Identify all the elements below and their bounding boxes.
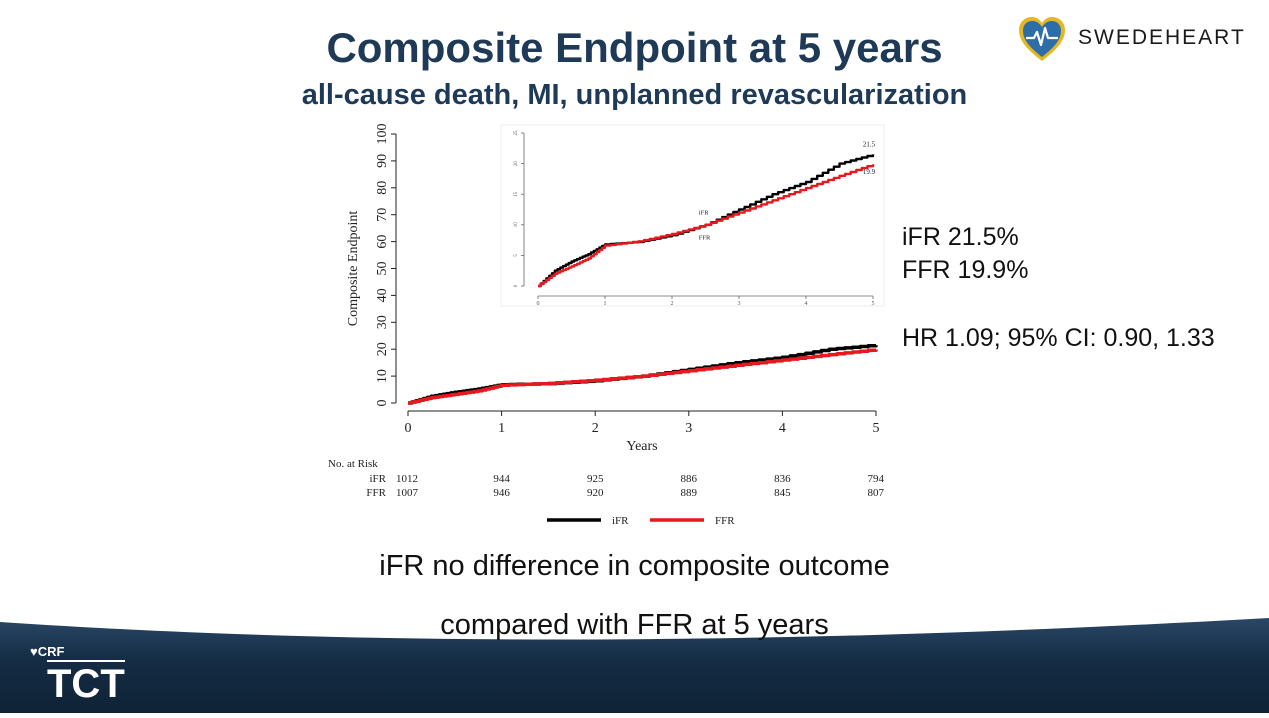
footer-background (0, 618, 1269, 713)
crf-logo: ♥CRF (30, 644, 64, 659)
inset-end-label-ifr: 21.5 (863, 140, 876, 148)
crf-heart-icon: ♥ (30, 644, 38, 659)
inset-chart: 0 5 10 15 20 25 0 1 2 3 4 5 21.5 19.9 iFR FFR (500, 124, 885, 307)
risk-row-label: iFR (369, 473, 386, 485)
risk-cell: 1012 (396, 473, 418, 485)
risk-cell: 845 (774, 487, 791, 499)
x-tick-label: 1 (498, 421, 505, 436)
footer-band (0, 590, 1269, 713)
legend-label-ifr: iFR (612, 515, 629, 527)
inset-x-tick-label: 4 (805, 301, 808, 307)
hazard-ratio-text: HR 1.09; 95% CI: 0.90, 1.33 (902, 324, 1215, 352)
risk-cell: 944 (493, 473, 510, 485)
x-tick-label: 0 (405, 421, 412, 436)
x-axis-title: Years (626, 439, 657, 454)
inset-x-tick-label: 0 (537, 301, 540, 307)
km-chart-area: 0 10 20 30 40 50 60 70 80 90 100 0 1 2 3 4 5 Years Composi… (320, 118, 900, 538)
swedeheart-logo: SWEDEHEART (1016, 12, 1266, 68)
slide-title: Composite Endpoint at 5 years (326, 24, 943, 71)
conclusion-line-2: compared with FFR at 5 years (440, 609, 829, 641)
inset-y-tick-label: 25 (514, 130, 519, 136)
y-tick-label: 100 (375, 124, 390, 145)
series-line-ffr (408, 348, 878, 405)
slide-subtitle: all-cause death, MI, unplanned revascula… (301, 79, 968, 111)
inset-background (500, 124, 885, 307)
y-axis-title: Composite Endpoint (346, 211, 361, 327)
risk-cell: 889 (681, 487, 698, 499)
y-tick-label: 20 (375, 342, 390, 356)
inset-end-label-ffr: 19.9 (863, 168, 876, 176)
x-tick-label: 3 (685, 421, 692, 436)
risk-table-title: No. at Risk (328, 458, 378, 470)
risk-cell: 794 (868, 473, 885, 485)
inset-series-line-ffr (538, 164, 875, 288)
x-tick-label: 4 (779, 421, 786, 436)
inset-series-label-ifr: iFR (699, 209, 709, 216)
inset-x-tick-label: 5 (872, 301, 875, 307)
y-tick-label: 50 (375, 262, 390, 276)
heart-pulse-icon (1019, 17, 1065, 61)
y-tick-label: 80 (375, 181, 390, 195)
x-tick-label: 5 (873, 421, 880, 436)
inset-y-tick-label: 5 (514, 254, 519, 257)
y-tick-label: 40 (375, 288, 390, 302)
inset-y-tick-label: 0 (514, 284, 519, 287)
y-tick-label: 60 (375, 235, 390, 249)
conclusion-line-1: iFR no difference in composite outcome (379, 550, 890, 582)
risk-cell: 807 (868, 487, 885, 499)
inset-y-tick-label: 15 (514, 191, 519, 197)
ffr-rate-text: FFR 19.9% (902, 256, 1029, 284)
ifr-rate-text: iFR 21.5% (902, 223, 1019, 251)
inset-x-tick-label: 2 (671, 301, 674, 307)
risk-cell: 886 (681, 473, 698, 485)
x-tick-label: 2 (592, 421, 599, 436)
series-line-ifr (408, 344, 878, 405)
risk-row-label: FFR (366, 487, 386, 499)
risk-cell: 920 (587, 487, 604, 499)
y-tick-label: 0 (375, 400, 390, 407)
inset-x-tick-label: 1 (604, 301, 607, 307)
inset-x-tick-label: 3 (738, 301, 741, 307)
logo-text: SWEDEHEART (1078, 26, 1246, 49)
y-tick-label: 70 (375, 208, 390, 222)
crf-label: CRF (37, 644, 65, 659)
y-tick-label: 90 (375, 154, 390, 168)
risk-cell: 1007 (396, 487, 419, 499)
y-tick-label: 30 (375, 315, 390, 329)
inset-series-label-ffr: FFR (699, 234, 711, 241)
legend-label-ffr: FFR (715, 515, 735, 527)
risk-cell: 925 (587, 473, 604, 485)
y-tick-label: 10 (375, 369, 390, 383)
risk-cell: 836 (774, 473, 791, 485)
tct-logo: TCT (47, 660, 125, 706)
inset-y-tick-label: 10 (514, 222, 519, 228)
inset-y-tick-label: 20 (514, 161, 519, 167)
risk-cell: 946 (493, 487, 510, 499)
